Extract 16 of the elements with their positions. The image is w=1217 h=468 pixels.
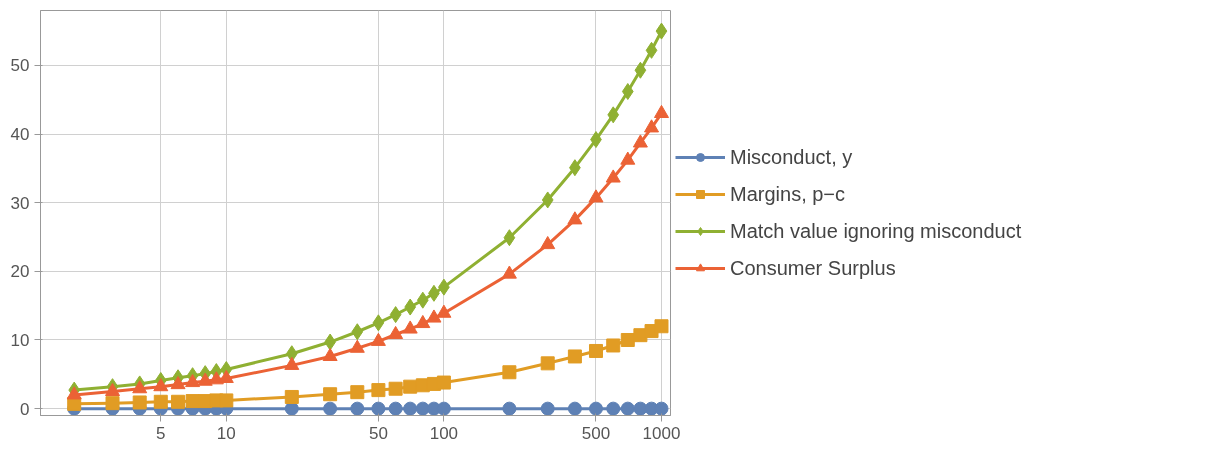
y-tick-label: 10 [10, 330, 30, 350]
x-tick-label: 10 [216, 423, 236, 443]
x-tick-label: 100 [429, 423, 459, 443]
x-tick-label: 50 [368, 423, 388, 443]
legend-label: Misconduct, y [730, 145, 853, 169]
legend-label: Consumer Surplus [730, 256, 896, 280]
y-tick-label: 20 [10, 262, 30, 282]
y-tick-label: 30 [10, 193, 30, 213]
x-tick-label: 1000 [642, 423, 681, 443]
x-tick-label: 5 [156, 423, 166, 443]
legend-label: Match value ignoring misconduct [730, 219, 1022, 243]
legend-label: Margins, p−c [730, 182, 846, 206]
y-tick-label: 50 [10, 56, 30, 76]
y-tick-label: 0 [20, 399, 30, 419]
x-tick-label: 500 [581, 423, 611, 443]
y-tick-label: 40 [10, 125, 30, 145]
